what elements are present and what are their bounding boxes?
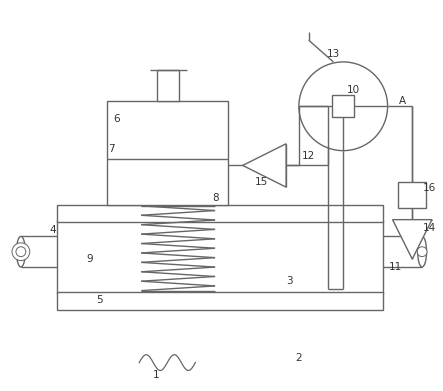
Bar (57, 220, 383, 294)
Text: 5: 5 (97, 296, 103, 305)
Bar (107, 101, 228, 205)
Text: 16: 16 (422, 183, 435, 193)
Bar (332, 95, 354, 117)
Bar (57, 205, 383, 222)
Text: 2: 2 (295, 353, 302, 363)
Text: 8: 8 (212, 193, 218, 203)
Text: 1: 1 (153, 370, 159, 380)
Text: 12: 12 (302, 151, 315, 161)
Circle shape (12, 243, 30, 260)
Text: 10: 10 (346, 84, 360, 95)
Ellipse shape (16, 237, 25, 267)
Text: 13: 13 (327, 49, 340, 59)
Text: 15: 15 (255, 177, 268, 187)
Polygon shape (392, 220, 432, 259)
Text: 7: 7 (108, 143, 115, 154)
Circle shape (299, 62, 388, 151)
Circle shape (16, 247, 26, 256)
Text: 14: 14 (422, 222, 435, 233)
Ellipse shape (418, 237, 427, 267)
Text: A: A (399, 96, 406, 106)
Text: 11: 11 (389, 262, 402, 272)
Bar (157, 70, 179, 101)
Bar (57, 292, 383, 310)
Text: 6: 6 (113, 114, 120, 124)
Bar (398, 182, 426, 208)
Circle shape (417, 247, 427, 256)
Text: 3: 3 (286, 276, 292, 286)
Text: 9: 9 (86, 254, 93, 264)
Text: 4: 4 (49, 224, 56, 235)
Polygon shape (243, 144, 286, 187)
